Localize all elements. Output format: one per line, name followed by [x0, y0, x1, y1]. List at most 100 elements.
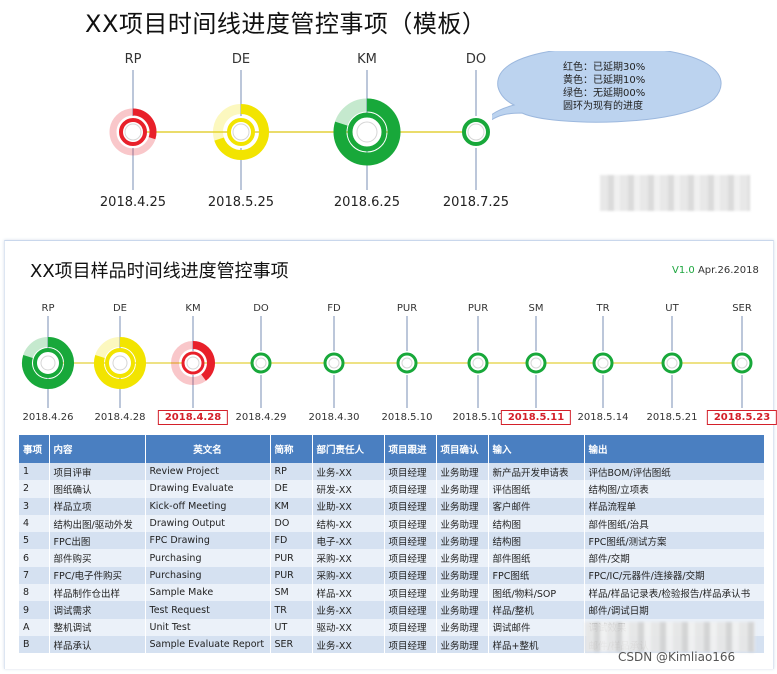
table-cell: 2: [19, 480, 50, 498]
table-cell: 采购-XX: [312, 549, 385, 567]
table-cell: Purchasing: [145, 566, 271, 585]
sample-date-label: 2018.4.28: [157, 410, 229, 425]
table-header-cell: 输入: [488, 435, 585, 463]
table-row: 5 FPC出图 FPC Drawing FD 电子-XX 项目经理 业务助理 结构图 FPC图纸…: [19, 532, 765, 550]
table-cell: 项目经理: [384, 514, 437, 533]
table-cell: 6: [19, 549, 50, 567]
table-header-cell: 项目确认: [436, 435, 489, 463]
table-cell: 结构-XX: [312, 514, 385, 533]
table-cell: DO: [270, 514, 313, 533]
sample-date-label: 2018.4.30: [308, 412, 360, 423]
table-header-cell: 项目跟进: [384, 435, 437, 463]
table-cell: Review Project: [145, 463, 271, 481]
sample-milestone-core: [666, 357, 678, 369]
sample-code-label: DO: [253, 303, 269, 314]
sample-code-label: PUR: [396, 303, 418, 314]
sample-progress-ring: [94, 337, 146, 389]
sample-date-label: 2018.5.23: [706, 410, 777, 425]
sample-code-label: SER: [732, 303, 752, 314]
sample-code-label: TR: [596, 303, 610, 314]
top-code-label: DE: [231, 52, 251, 67]
table-cell: 评估图纸: [488, 480, 585, 498]
sample-date-label: 2018.5.14: [577, 412, 629, 423]
table-cell: 新产品开发申请表: [488, 463, 585, 481]
top-node-de: [213, 104, 269, 160]
sample-code-label: SM: [528, 303, 544, 314]
table-cell: 业务助理: [436, 635, 489, 654]
table-cell: 业务助理: [436, 497, 489, 515]
table-cell: 结构出图/驱动外发: [49, 514, 146, 533]
sample-code-label: FD: [327, 303, 341, 314]
sample-node-fd: [323, 352, 345, 374]
table-cell: Sample Make: [145, 584, 271, 602]
sample-milestone-core: [597, 357, 609, 369]
template-timeline: [109, 70, 490, 190]
sample-node-ser: [731, 352, 753, 374]
table-cell: 项目经理: [384, 566, 437, 585]
table-cell: 样品流程单: [584, 497, 765, 515]
sample-node-pur: [467, 352, 489, 374]
table-cell: 部件图纸: [488, 549, 585, 567]
table-cell: 8: [19, 584, 50, 602]
sample-code-label: KM: [185, 303, 201, 314]
legend-line-ring: 圆环为现有的进度: [563, 101, 643, 112]
table-cell: Drawing Evaluate: [145, 480, 271, 498]
table-cell: PUR: [270, 566, 313, 585]
sample-code-label: PUR: [467, 303, 489, 314]
table-cell: B: [19, 635, 50, 654]
table-row: 9 调试需求 Test Request TR 业务-XX 项目经理 业务助理 样品/整机 邮件/…: [19, 601, 765, 619]
table-cell: 采购-XX: [312, 566, 385, 585]
sample-code-label: DE: [112, 303, 128, 314]
table-row: 2 图纸确认 Drawing Evaluate DE 研发-XX 项目经理 业务助理 评估图纸…: [19, 480, 765, 498]
table-cell: Kick-off Meeting: [145, 497, 271, 515]
sample-milestone-core: [40, 355, 56, 371]
table-cell: 业务助理: [436, 566, 489, 585]
sample-date-label: 2018.5.11: [500, 410, 572, 425]
sample-timeline: [22, 316, 753, 408]
table-cell: 结构图: [488, 532, 585, 550]
watermark: CSDN @Kimliao166: [618, 650, 736, 664]
legend-line-yellow: 黄色：已延期10%: [563, 75, 646, 86]
table-cell: 部件/交期: [584, 549, 765, 567]
table-cell: 项目评审: [49, 463, 146, 481]
table-cell: 业务助理: [436, 549, 489, 567]
table-cell: UT: [270, 618, 313, 636]
table-cell: 研发-XX: [312, 480, 385, 498]
sample-node-rp: [22, 337, 74, 389]
table-header-cell: 内容: [49, 435, 146, 463]
table-cell: 电子-XX: [312, 532, 385, 550]
top-progress-ring: [333, 98, 401, 166]
top-date-label: 2018.7.25: [442, 195, 510, 210]
table-cell: 样品+整机: [488, 635, 585, 654]
table-header-cell: 事项: [19, 435, 50, 463]
table-cell: 3: [19, 497, 50, 515]
table-cell: TR: [270, 601, 313, 619]
table-cell: 4: [19, 514, 50, 533]
top-milestone-core: [232, 123, 250, 141]
table-cell: 1: [19, 463, 50, 481]
sample-date-label: 2018.4.26: [22, 412, 74, 423]
table-cell: A: [19, 618, 50, 636]
sample-node-de: [94, 337, 146, 389]
milestone-table: 事项 内容 英文名 简称 部门责任人 项目跟进 项目确认 输入 输出 1 项目评审 Review P…: [19, 435, 765, 654]
table-cell: 样品承认: [49, 635, 146, 654]
table-header-cell: 部门责任人: [312, 435, 385, 463]
table-cell: FPC Drawing: [145, 532, 271, 550]
table-cell: 图纸确认: [49, 480, 146, 498]
sample-title: XX项目样品时间线进度管控事项: [30, 261, 289, 282]
table-cell: 项目经理: [384, 549, 437, 567]
sample-milestone-core: [186, 356, 200, 370]
blurred-region-2: [585, 622, 755, 652]
table-cell: KM: [270, 497, 313, 515]
table-cell: FPC图纸/测试方案: [584, 532, 765, 550]
sample-node-tr: [592, 352, 614, 374]
sample-date-label: 2018.4.28: [94, 412, 146, 423]
sample-node-do: [250, 352, 272, 374]
top-date-label: 2018.5.25: [207, 195, 275, 210]
table-cell: Purchasing: [145, 549, 271, 567]
table-cell: 邮件/调试日期: [584, 601, 765, 619]
sample-milestone-core: [472, 357, 484, 369]
table-row: 7 FPC/电子件购买 Purchasing PUR 采购-XX 项目经理 业务助理 FPC图…: [19, 566, 765, 585]
table-cell: 业务-XX: [312, 463, 385, 481]
top-milestone-core: [467, 123, 485, 141]
